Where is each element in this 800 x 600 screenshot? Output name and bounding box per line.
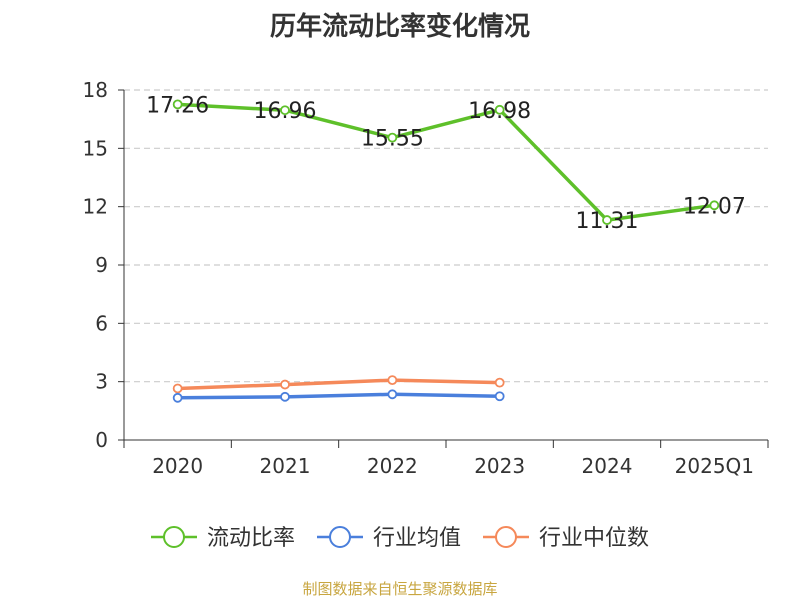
legend-label: 行业中位数 bbox=[539, 526, 649, 551]
data-point bbox=[709, 200, 720, 211]
chart-title: 历年流动比率变化情况 bbox=[269, 12, 530, 42]
x-tick-label: 2024 bbox=[582, 454, 633, 478]
legend-label: 流动比率 bbox=[207, 526, 295, 551]
data-labels: 17.26 16.96 15.55 16.98 11.31 12.07 bbox=[146, 93, 746, 234]
data-point bbox=[602, 215, 612, 225]
grid-lines bbox=[124, 89, 768, 383]
y-tick-label: 9 bbox=[95, 253, 108, 277]
legend-marker bbox=[495, 526, 517, 548]
y-tick-label: 0 bbox=[95, 428, 108, 452]
data-point bbox=[494, 377, 505, 388]
data-point bbox=[172, 99, 183, 110]
data-point bbox=[280, 391, 290, 402]
series-line-1 bbox=[177, 392, 500, 400]
data-point bbox=[494, 104, 505, 115]
series-lines bbox=[172, 99, 720, 403]
x-tick-label: 2023 bbox=[474, 454, 525, 478]
data-point bbox=[172, 392, 183, 403]
y-tick-label: 15 bbox=[83, 136, 108, 160]
y-tick-label: 12 bbox=[83, 195, 108, 219]
data-label: 15.55 bbox=[361, 127, 424, 152]
y-tick-label: 3 bbox=[95, 370, 108, 394]
x-tick-label: 2020 bbox=[152, 454, 203, 478]
data-label: 17.26 bbox=[146, 93, 209, 118]
data-point bbox=[387, 375, 398, 386]
data-point bbox=[387, 132, 398, 143]
legend-marker bbox=[329, 526, 351, 548]
source-note: 制图数据来自恒生聚源数据库 bbox=[302, 580, 498, 598]
x-tick-label: 2021 bbox=[260, 454, 311, 478]
x-tick-label: 2025Q1 bbox=[675, 454, 754, 478]
axes: 0 3 6 9 12 15 18 2020 2021 2022 2023 2024 2025Q1 bbox=[83, 78, 769, 478]
legend-label: 行业均值 bbox=[373, 526, 461, 551]
series-line-0 bbox=[177, 102, 715, 222]
legend-marker bbox=[163, 526, 185, 548]
data-point bbox=[280, 105, 290, 116]
x-tick-label: 2022 bbox=[367, 454, 418, 478]
data-label: 11.31 bbox=[576, 209, 639, 234]
y-tick-label: 18 bbox=[83, 78, 108, 102]
data-point bbox=[280, 379, 290, 390]
data-point bbox=[172, 383, 183, 394]
data-label: 12.07 bbox=[683, 194, 746, 219]
data-point bbox=[494, 391, 505, 402]
data-point bbox=[387, 389, 398, 400]
series-line-2 bbox=[177, 378, 500, 391]
data-label: 16.98 bbox=[468, 99, 531, 124]
y-tick-label: 6 bbox=[95, 311, 108, 335]
legend: 流动比率 行业均值 行业中位数 bbox=[151, 526, 649, 551]
data-label: 16.96 bbox=[254, 99, 317, 124]
